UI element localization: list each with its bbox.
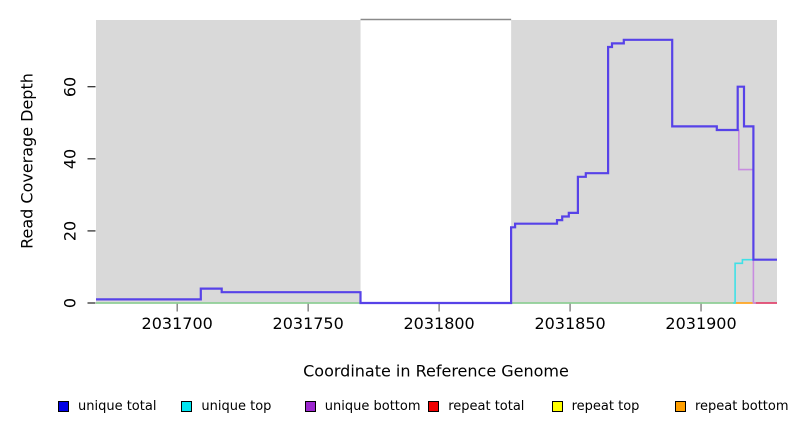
legend-item-repeat-total: repeat total bbox=[428, 397, 524, 415]
legend-swatch-icon bbox=[181, 400, 193, 412]
legend-label: unique top bbox=[201, 398, 272, 414]
x-axis-label: Coordinate in Reference Genome bbox=[303, 361, 569, 381]
legend-item-unique-bottom: unique bottom bbox=[304, 397, 421, 415]
legend-swatch-icon bbox=[675, 400, 686, 412]
legend-label: unique total bbox=[78, 398, 157, 414]
y-tick-label: 40 bbox=[60, 148, 80, 169]
y-tick-label: 60 bbox=[60, 76, 80, 97]
legend-swatch-icon bbox=[304, 400, 316, 412]
unique-top-line bbox=[733, 258, 777, 304]
legend-swatch-icon bbox=[551, 400, 563, 412]
legend-item-unique-total: unique total bbox=[58, 397, 156, 415]
legend-label: repeat total bbox=[448, 398, 525, 414]
x-tick-label: 2031850 bbox=[534, 314, 606, 333]
coverage-plot-svg bbox=[87, 18, 777, 312]
legend-swatch-icon bbox=[58, 400, 69, 412]
unique-total-line bbox=[96, 38, 777, 305]
y-axis-label: Read Coverage Depth bbox=[17, 73, 37, 249]
legend-label: unique bottom bbox=[324, 398, 421, 414]
legend-item-repeat-top: repeat top bbox=[551, 397, 640, 415]
legend-item-repeat-bottom: repeat bottom bbox=[675, 397, 789, 415]
legend: unique total unique top unique bottom repea… bbox=[0, 397, 792, 419]
legend-swatch-icon bbox=[428, 400, 440, 412]
y-tick-label: 0 bbox=[60, 297, 80, 309]
x-tick-label: 2031750 bbox=[272, 314, 344, 333]
legend-label: repeat top bbox=[571, 398, 640, 414]
x-tick-label: 2031900 bbox=[665, 314, 737, 333]
legend-item-unique-top: unique top bbox=[181, 397, 271, 415]
highlight-region bbox=[360, 19, 512, 304]
x-tick-label: 2031700 bbox=[141, 314, 213, 333]
x-tick-label: 2031800 bbox=[403, 314, 475, 333]
y-tick-label: 20 bbox=[60, 220, 80, 242]
legend-label: repeat bottom bbox=[695, 398, 789, 414]
